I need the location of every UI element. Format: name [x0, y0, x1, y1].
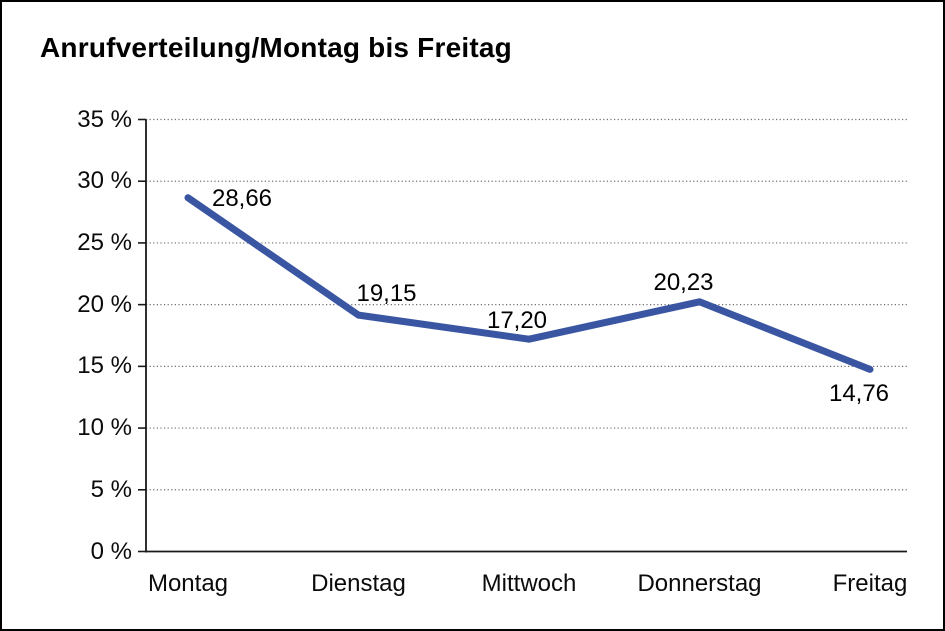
y-tick-label-5: 5 % — [90, 475, 132, 503]
x-tick-label-mittwoch: Mittwoch — [481, 570, 577, 597]
y-tick-label-15: 15 % — [77, 352, 132, 380]
data-line-anrufverteilung — [184, 194, 874, 373]
chart-title: Anrufverteilung/Montag bis Freitag — [40, 32, 512, 63]
y-tick-label-30: 30 % — [77, 167, 132, 195]
data-label-montag: 28,66 — [211, 184, 273, 212]
x-tick-label-dienstag: Dienstag — [311, 570, 406, 597]
y-tick-label-35: 35 % — [77, 105, 132, 133]
x-tick-label-donnerstag: Donnerstag — [637, 570, 762, 597]
data-label-dienstag: 19,15 — [356, 280, 417, 308]
y-tick-label-10: 10 % — [77, 414, 132, 442]
y-tick-label-25: 25 % — [77, 228, 132, 256]
y-tick-label-20: 20 % — [77, 290, 132, 318]
data-label-donnerstag: 20,23 — [653, 268, 714, 296]
data-label-freitag: 14,76 — [828, 380, 890, 408]
data-label-mittwoch: 17,20 — [486, 307, 548, 335]
y-tick-label-0: 0 % — [90, 537, 132, 565]
x-tick-label-montag: Montag — [147, 570, 229, 597]
x-tick-label-freitag: Freitag — [832, 570, 908, 597]
